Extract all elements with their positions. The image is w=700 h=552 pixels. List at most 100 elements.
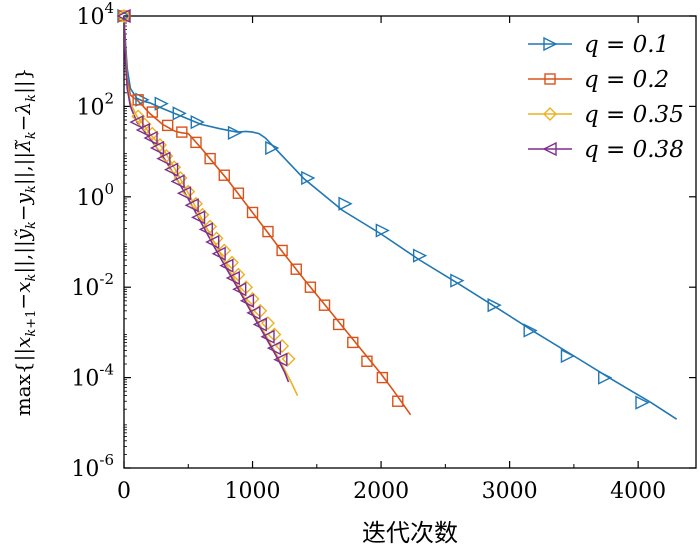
data-point-marker [203,219,218,234]
data-point-marker [156,151,171,166]
data-point-marker [450,273,465,288]
data-point-marker [375,223,390,238]
data-point-marker [301,170,316,186]
marker-layer [116,8,650,410]
data-point-marker [392,395,404,407]
data-point-marker [487,298,502,313]
data-point-marker [163,162,179,177]
y-tick-label: 100 [76,180,114,211]
data-point-marker [635,395,650,410]
legend-label: q = 0.2 [584,67,669,93]
data-point-marker [117,9,131,23]
data-point-marker [135,92,150,107]
data-point-marker [332,318,345,331]
data-point-marker [198,222,213,237]
data-point-marker [172,106,187,121]
data-point-marker [190,136,202,149]
legend-label: q = 0.35 [584,102,684,128]
data-point-marker [162,119,174,132]
data-point-marker [276,244,288,257]
data-point-marker [265,140,280,156]
data-point-marker [227,125,243,140]
data-point-marker [252,317,267,332]
data-point-marker [246,206,259,219]
x-tick-label: 3000 [482,479,538,504]
legend-label: q = 0.38 [584,137,684,163]
data-point-marker [412,248,428,263]
legend-marker [544,73,556,85]
data-point-marker [190,114,205,130]
data-point-marker [195,207,210,222]
x-axis-ticks: 0 1000 2000 3000 4000 [117,16,666,504]
data-point-marker [176,126,188,138]
series-line-2 [124,16,299,396]
data-point-marker [205,234,220,250]
y-tick-label: 10-4 [71,361,114,392]
x-tick-label: 0 [117,479,131,504]
data-point-marker [523,323,538,338]
data-point-marker [290,263,302,275]
legend-label: q = 0.1 [584,32,669,58]
data-point-marker [347,336,359,349]
data-point-marker [246,305,261,321]
y-tick-label: 104 [76,0,114,30]
data-point-marker [376,371,389,384]
legend-marker [542,141,557,157]
data-point-marker [143,130,158,146]
data-point-marker [232,282,247,297]
data-point-marker [211,246,226,261]
data-point-marker [190,210,206,225]
data-point-marker [361,355,373,367]
data-point-marker [224,255,239,270]
data-point-marker [217,243,232,258]
x-tick-label: 2000 [353,479,409,504]
y-axis-label: max{||xk+1−xk||,||ỹk−yk||,||λ̃k−λk||} [11,68,39,417]
data-point-marker [184,198,199,213]
data-point-marker [131,109,146,124]
data-point-marker [232,187,245,199]
series-line-1 [124,16,412,416]
x-axis-label: 迭代次数 [362,519,458,547]
data-point-marker [154,96,169,111]
data-point-marker [176,186,192,201]
data-point-marker [262,225,274,238]
data-point-marker [209,231,224,246]
data-point-marker [129,114,144,130]
plot-frame [123,15,697,469]
legend-marker [543,107,557,121]
data-point-marker [116,8,131,24]
data-point-marker [132,94,144,106]
data-point-marker [146,106,158,118]
data-point-marker [260,316,275,331]
data-point-marker [275,339,290,353]
x-tick-label: 1000 [225,479,281,504]
svg-text:max{||xk+1−xk||,||ỹk−yk||,||λ̃: max{||xk+1−xk||,||ỹk−yk||,||λ̃k−λk||} [11,68,39,417]
data-point-marker [260,329,275,344]
data-point-marker [266,340,282,356]
legend-marker [543,36,558,52]
legend: q = 0.1 q = 0.2 q = 0.35 q = 0.38 [528,32,684,163]
data-point-marker [135,122,150,138]
y-tick-label: 10-2 [71,270,114,301]
data-point-marker [598,370,613,385]
data-point-marker [137,117,152,132]
data-point-marker [273,352,288,367]
series-line-3 [124,16,290,383]
data-point-marker [170,174,185,189]
data-point-marker [338,196,353,211]
data-point-marker [149,140,165,156]
data-point-marker [281,351,296,366]
y-tick-label: 10-6 [71,451,114,482]
data-point-marker [560,348,576,364]
data-point-marker [318,299,331,311]
series-line-0 [124,16,678,420]
data-point-marker [225,270,240,286]
data-point-marker [219,258,234,273]
y-tick-label: 102 [76,89,114,120]
data-point-marker [304,281,317,293]
data-point-marker [204,152,216,165]
x-tick-label: 4000 [610,479,666,504]
data-point-marker [239,293,255,308]
data-point-marker [231,267,246,282]
